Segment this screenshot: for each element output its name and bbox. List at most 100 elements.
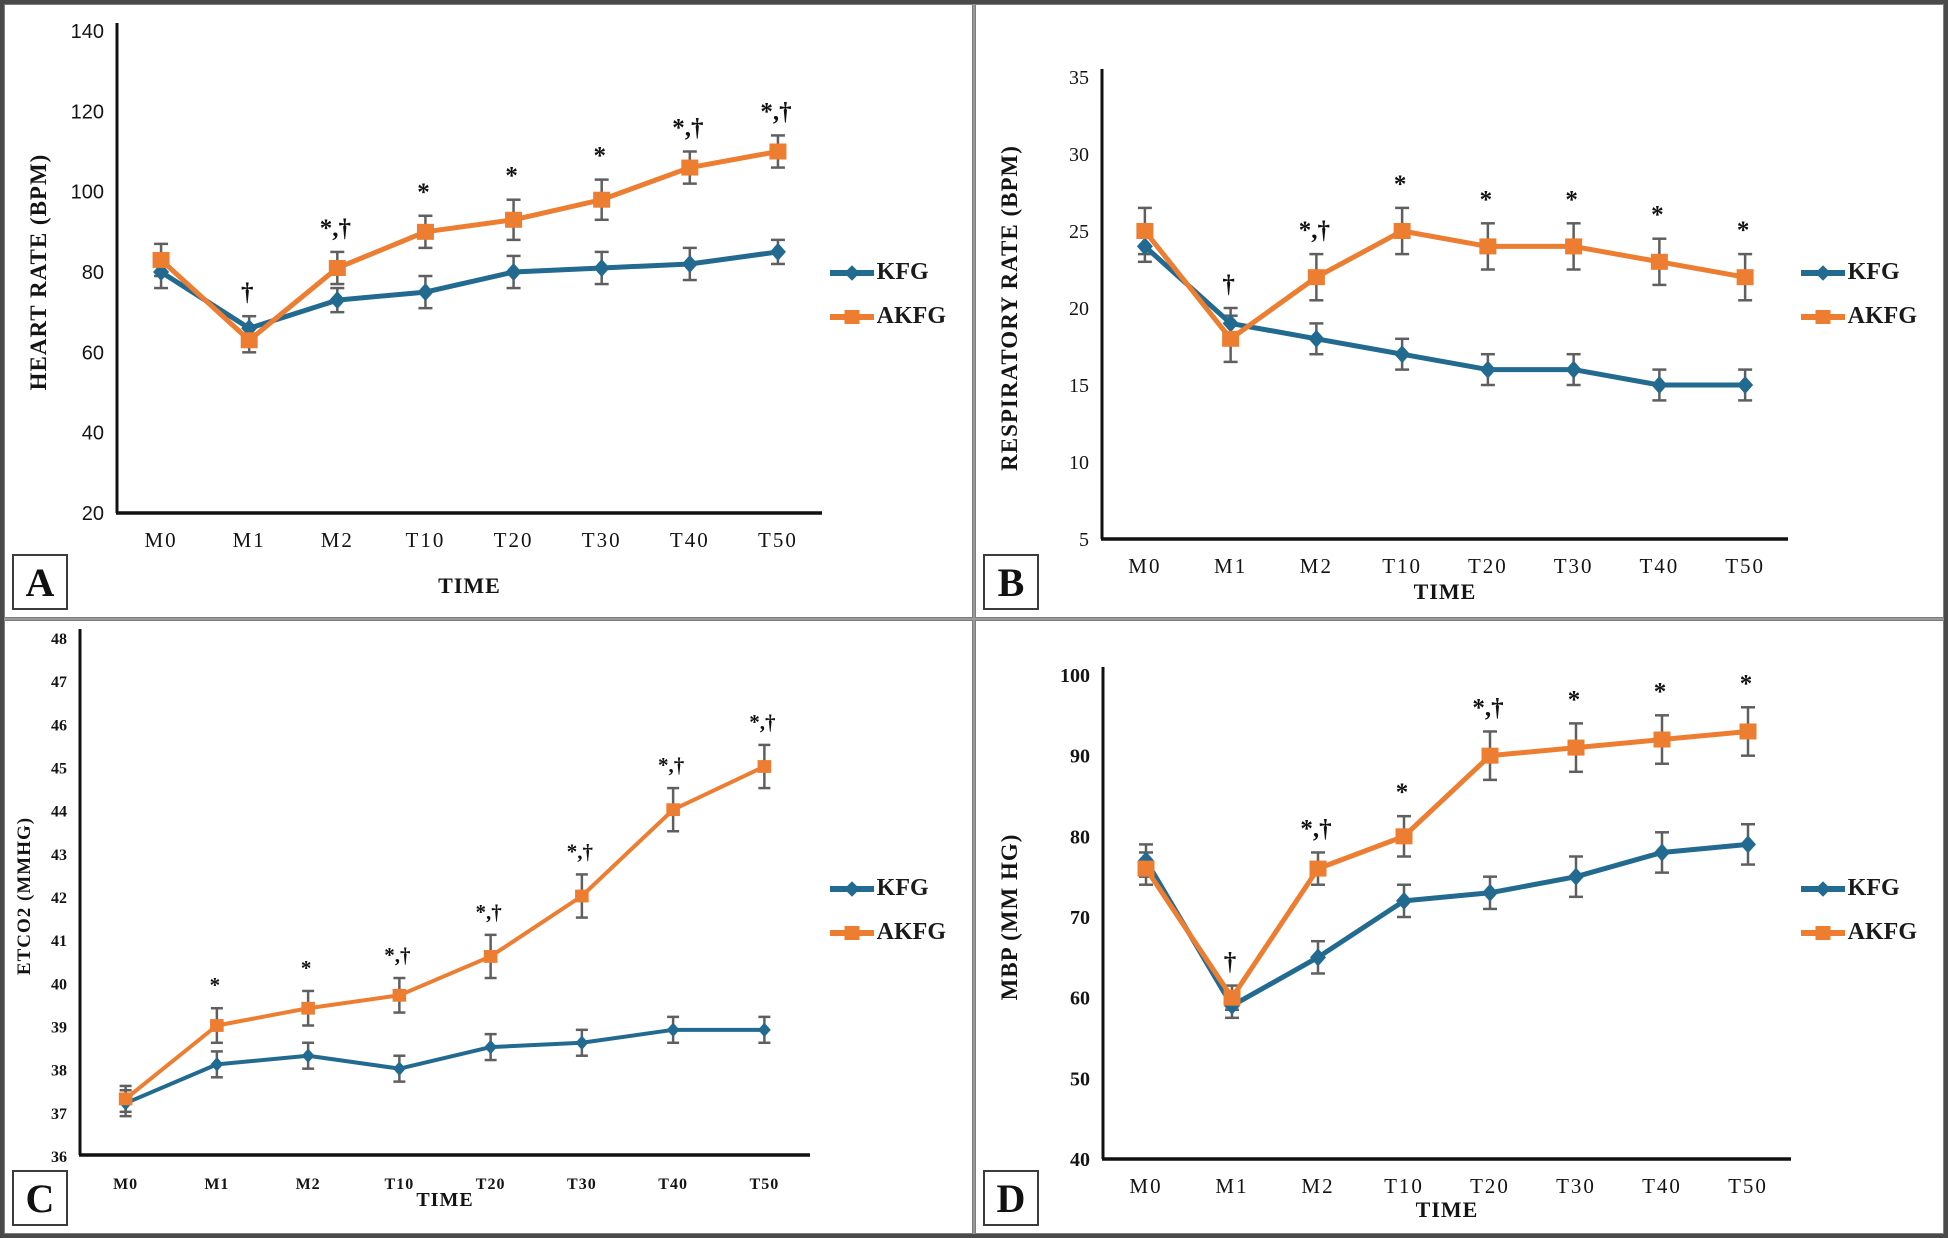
kfg-diamond-marker xyxy=(575,1035,589,1050)
kfg-diamond-marker xyxy=(1482,883,1498,902)
kfg-line xyxy=(1143,841,1751,1009)
y-tick-label: 36 xyxy=(51,1149,67,1166)
legend-label-kfg: KFG xyxy=(1847,259,1900,285)
akfg-line xyxy=(158,149,781,343)
akfg-square-marker xyxy=(1136,223,1154,239)
akfg-square-marker-icon xyxy=(1800,929,1845,936)
significance-marker: * xyxy=(1651,202,1664,229)
mbp-chart: 40 50 60 70 80 90 100 M0 M1 M2 T10 T20 T30 T40 T50 † *,†… xyxy=(1060,665,1791,1198)
akfg-square-marker xyxy=(1309,860,1327,877)
x-tick-label: T10 xyxy=(1382,554,1422,578)
akfg-square-marker-icon xyxy=(1800,313,1845,320)
x-tick-label: M0 xyxy=(113,1176,138,1193)
akfg-square-marker xyxy=(1650,253,1668,270)
significance-marker: * xyxy=(1654,678,1667,705)
y-tick-label: 10 xyxy=(1069,452,1089,474)
y-axis-title: MBP (MM HG) xyxy=(997,833,1022,1001)
y-tick-label: 37 xyxy=(51,1106,67,1123)
legend-label-akfg: AKFG xyxy=(876,303,946,329)
kfg-diamond-marker xyxy=(1310,948,1326,967)
y-tick-label: 80 xyxy=(1070,826,1090,848)
significance-marker: * xyxy=(1394,171,1407,198)
significance-marker: *,† xyxy=(567,839,593,863)
significance-marker: * xyxy=(1740,670,1753,697)
significance-marker: † xyxy=(1222,271,1235,298)
y-tick-label: 20 xyxy=(82,503,104,525)
akfg-square-marker xyxy=(483,950,498,963)
legend-item-akfg: AKFG xyxy=(1800,919,1917,946)
significance-marker: *,† xyxy=(1472,694,1503,721)
y-tick-label: 44 xyxy=(51,804,67,821)
legend: KFG AKFG xyxy=(1800,875,1917,946)
legend-label-akfg: AKFG xyxy=(1847,919,1917,945)
y-tick-label: 5 xyxy=(1079,529,1089,551)
y-axis-title: ETCO2 (MMHG) xyxy=(14,816,35,976)
akfg-square-marker xyxy=(301,1001,315,1015)
y-tick-label: 120 xyxy=(71,101,104,123)
significance-marker: *,† xyxy=(384,943,410,967)
x-tick-label: M0 xyxy=(1129,1174,1162,1198)
kfg-diamond-marker xyxy=(484,1039,498,1055)
akfg-line xyxy=(1142,228,1748,342)
panel-b: 5 10 15 20 25 30 35 M0 M1 M2 T10 T20 T30 T40 T50 † *,† * *… xyxy=(975,4,1944,618)
y-tick-label: 47 xyxy=(51,674,67,691)
y-tick-label: 30 xyxy=(1069,144,1089,166)
x-tick-label: T20 xyxy=(1468,554,1508,578)
kfg-diamond-marker xyxy=(769,242,786,261)
akfg-square-marker xyxy=(1481,747,1499,764)
x-tick-label: M2 xyxy=(321,528,354,552)
akfg-square-marker xyxy=(392,988,407,1002)
akfg-square-marker xyxy=(118,1092,133,1106)
x-tick-label: T10 xyxy=(406,528,446,552)
kfg-diamond-marker xyxy=(1740,835,1756,854)
significance-marker: * xyxy=(505,163,518,190)
x-tick-label: M0 xyxy=(144,528,177,552)
kfg-diamond-marker xyxy=(1136,237,1153,256)
kfg-diamond-marker xyxy=(1565,360,1582,379)
y-tick-label: 90 xyxy=(1070,746,1090,768)
y-tick-label: 20 xyxy=(1069,298,1089,320)
kfg-diamond-marker xyxy=(329,291,346,310)
x-tick-label: M2 xyxy=(1301,1174,1334,1198)
akfg-square-marker xyxy=(210,1019,224,1032)
x-tick-label: T20 xyxy=(494,528,534,552)
legend-label-kfg: KFG xyxy=(876,875,929,901)
significance-marker: * xyxy=(1565,186,1578,213)
akfg-square-marker xyxy=(1653,731,1671,748)
kfg-diamond-marker xyxy=(1308,329,1325,348)
x-tick-label: M2 xyxy=(296,1176,321,1193)
legend-item-kfg: KFG xyxy=(829,875,946,902)
y-tick-label: 40 xyxy=(51,976,67,993)
legend-label-akfg: AKFG xyxy=(1847,303,1917,329)
legend-item-akfg: AKFG xyxy=(829,919,946,946)
kfg-diamond-marker-icon xyxy=(1800,885,1845,892)
akfg-square-marker xyxy=(1393,223,1411,239)
y-tick-label: 100 xyxy=(71,182,104,204)
legend-item-akfg: AKFG xyxy=(1800,303,1917,330)
significance-marker: *,† xyxy=(1299,217,1330,244)
significance-marker: *,† xyxy=(476,900,502,924)
significance-marker: * xyxy=(301,956,312,980)
akfg-square-marker xyxy=(681,159,699,176)
x-tick-label: T20 xyxy=(1470,1174,1510,1198)
akfg-line xyxy=(123,764,767,1101)
heart-rate-chart: 20 40 60 80 100 120 140 M0 M1 M2 T10 T20 T30 T40 T50 † *… xyxy=(71,21,822,552)
kfg-diamond-marker xyxy=(593,258,610,277)
akfg-square-marker xyxy=(593,191,611,208)
akfg-square-marker xyxy=(757,760,772,773)
kfg-diamond-marker xyxy=(505,263,522,281)
significance-marker: * xyxy=(210,973,221,997)
x-axis-title: TIME xyxy=(438,573,501,598)
x-axis-title: TIME xyxy=(416,1189,474,1211)
significance-marker: † xyxy=(241,279,254,306)
kfg-diamond-marker xyxy=(1568,867,1584,886)
y-tick-label: 42 xyxy=(51,890,67,907)
akfg-square-marker xyxy=(1222,330,1240,347)
kfg-diamond-marker xyxy=(1396,891,1412,910)
x-axis-title: TIME xyxy=(1415,1197,1479,1222)
kfg-diamond-marker xyxy=(1651,376,1668,394)
kfg-diamond-marker xyxy=(666,1022,680,1038)
significance-marker: * xyxy=(1568,686,1581,713)
y-tick-label: 40 xyxy=(82,423,104,445)
panel-letter-b: B xyxy=(983,554,1039,610)
